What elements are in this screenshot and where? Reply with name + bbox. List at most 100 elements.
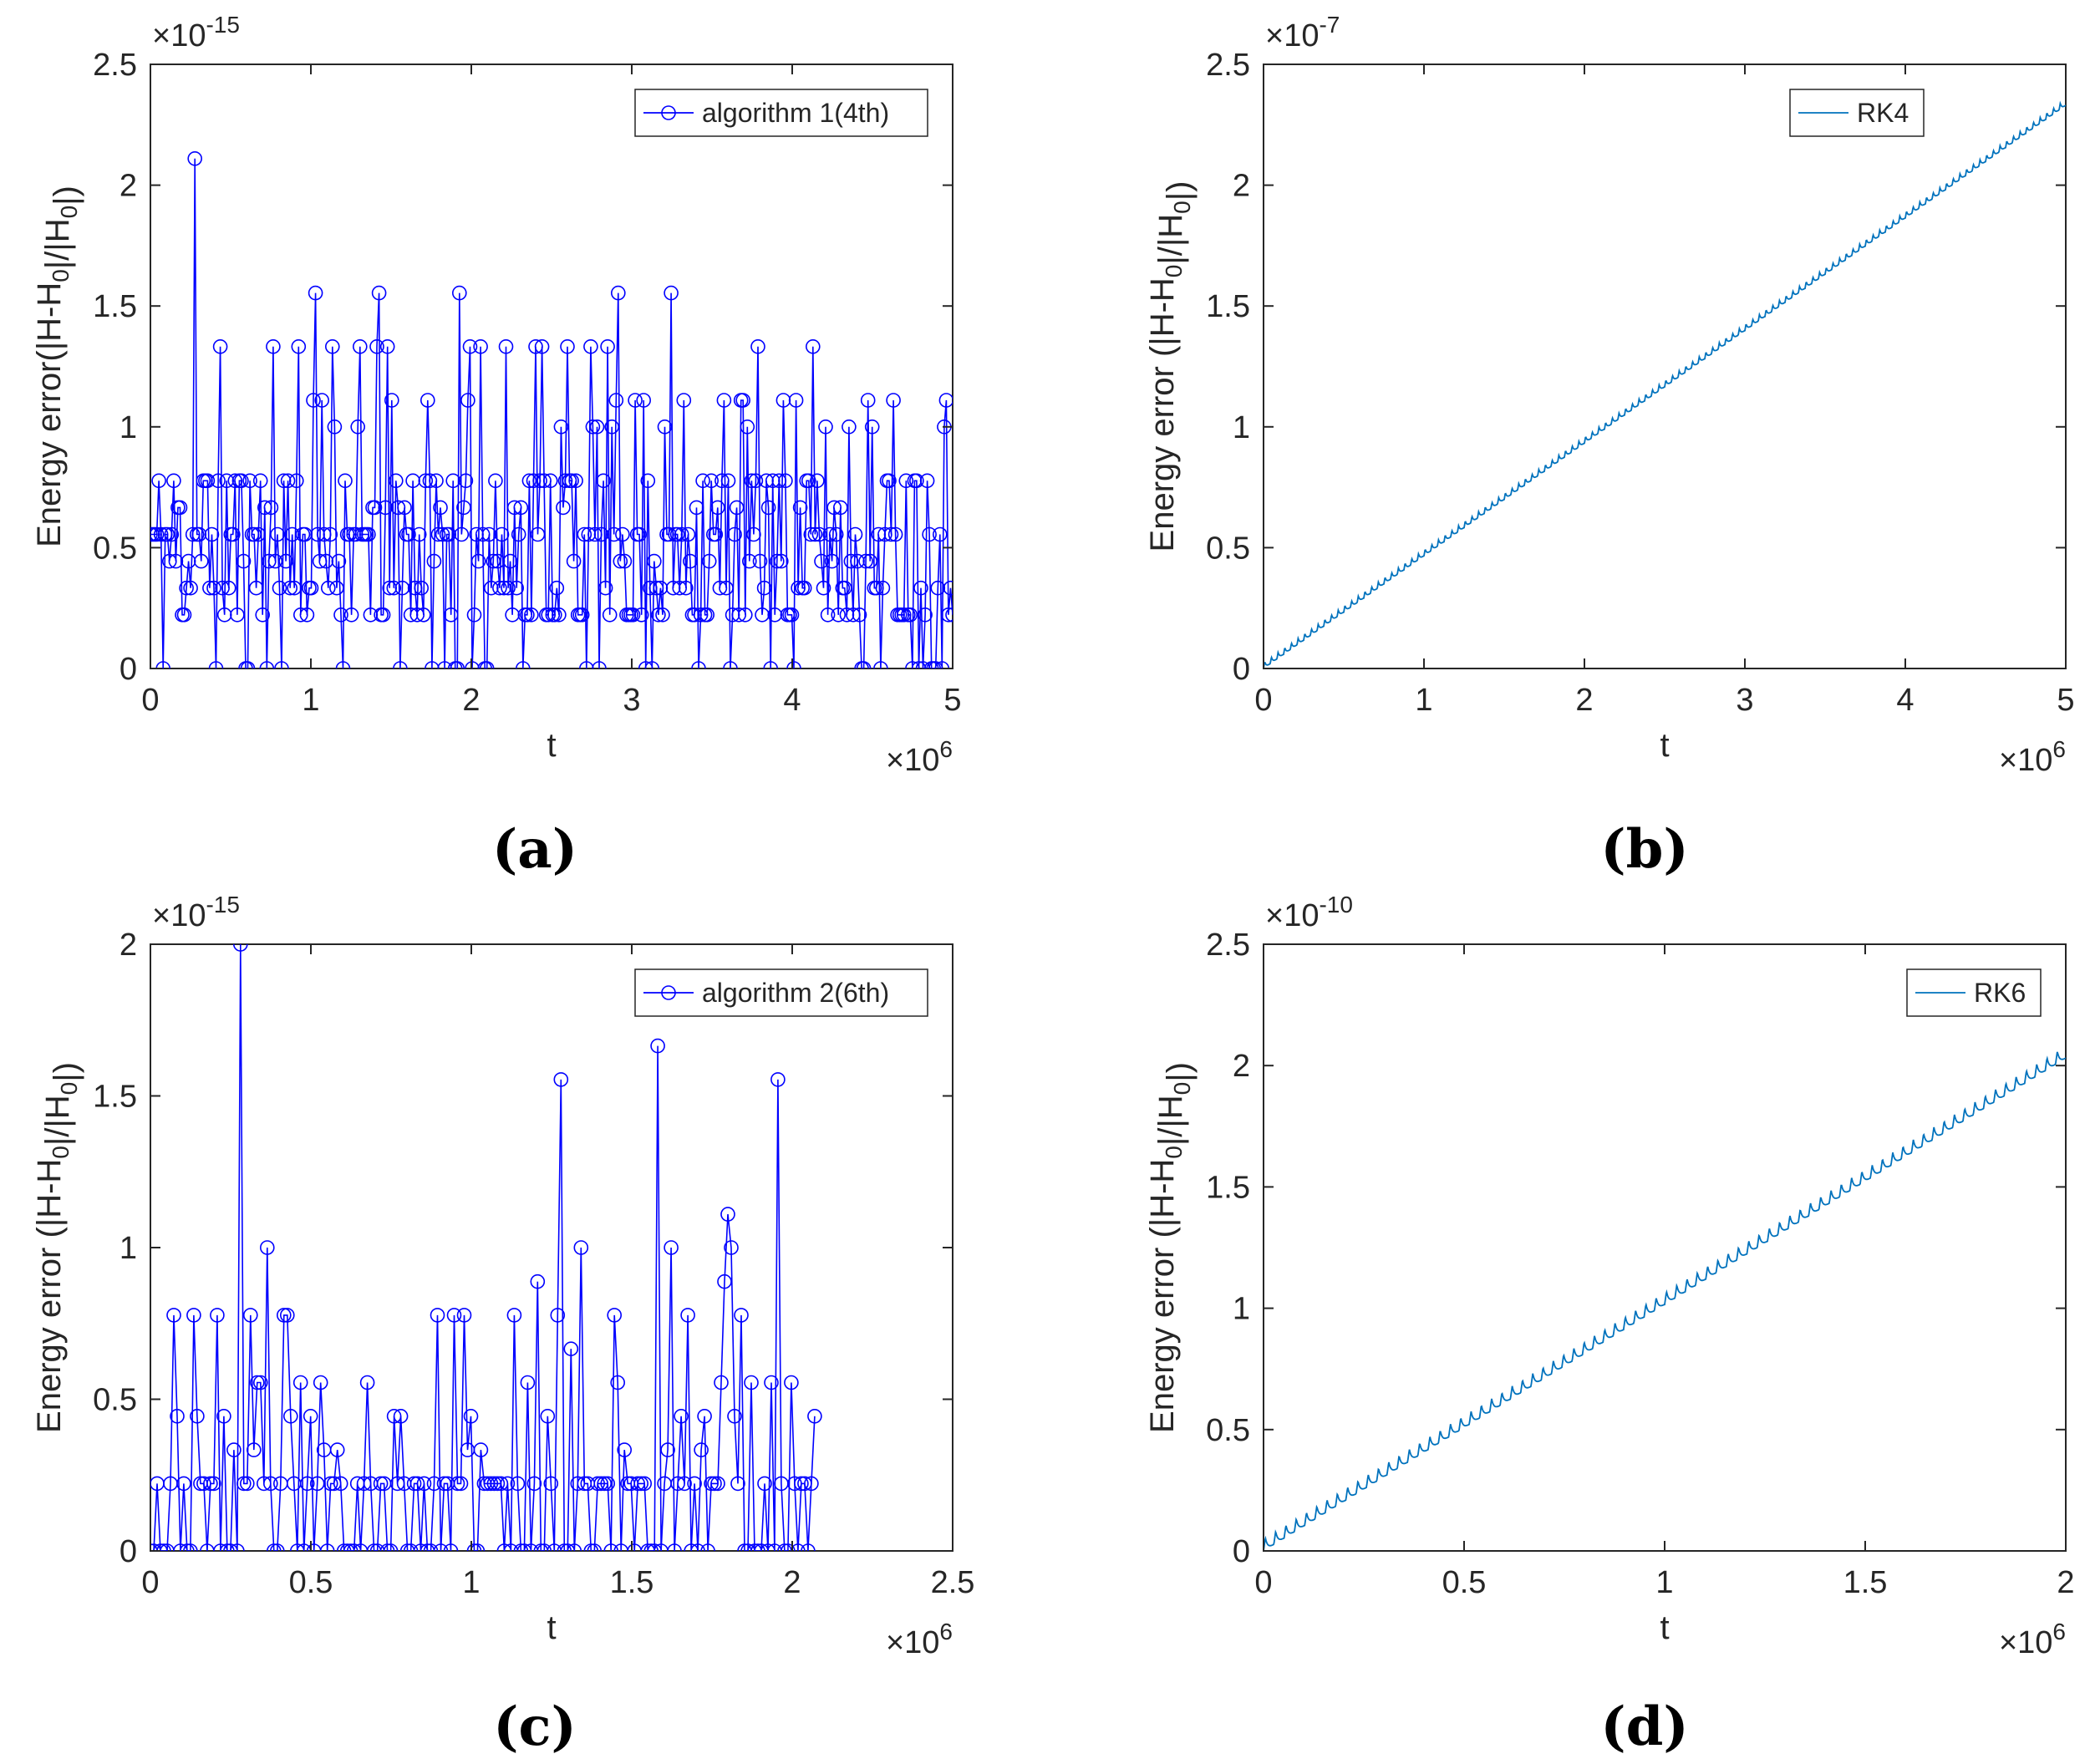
data-point	[655, 607, 670, 623]
data-point	[338, 473, 353, 489]
data-point	[388, 473, 404, 489]
data-point	[720, 473, 736, 489]
data-point	[323, 526, 338, 542]
data-point	[577, 526, 592, 542]
data-point	[787, 1476, 802, 1492]
data-point	[313, 1375, 328, 1390]
data-point	[279, 1308, 295, 1323]
data-point	[458, 473, 474, 489]
data-point	[230, 1543, 245, 1551]
data-point	[456, 500, 471, 516]
data-point	[642, 580, 658, 596]
data-point	[587, 526, 603, 542]
data-point	[369, 338, 384, 354]
x-tick-label: 1	[1655, 1565, 1673, 1600]
x-axis-label: t	[547, 1609, 556, 1646]
x-tick-label: 4	[1896, 683, 1914, 718]
data-point	[807, 1409, 822, 1424]
data-point	[316, 526, 332, 542]
data-point	[403, 1543, 419, 1551]
data-point	[826, 500, 842, 516]
data-point	[262, 1476, 278, 1492]
x-tick-label: 0	[141, 683, 159, 718]
data-point	[509, 580, 525, 596]
data-point	[773, 553, 789, 569]
data-point	[463, 1409, 479, 1424]
data-point	[221, 580, 236, 596]
data-point	[506, 1308, 522, 1323]
data-point	[520, 1375, 536, 1390]
x-tick-label: 2	[462, 683, 480, 718]
data-point	[206, 1476, 221, 1492]
data-point	[593, 1476, 609, 1492]
data-point	[466, 607, 482, 623]
data-point	[430, 526, 446, 542]
data-point	[777, 1543, 792, 1551]
x-tick-label: 2	[1575, 683, 1593, 718]
data-point	[694, 1442, 709, 1457]
data-point	[366, 1543, 382, 1551]
data-point	[378, 500, 394, 516]
y-axis-label: Energy error (|H-H0|/|H0|)	[31, 1062, 84, 1433]
chart-b: 0 1 2 3 4 5 0 0.5 1 1.5 2 2.5 t Energy error (|H-H0|/…	[1144, 12, 2075, 778]
data-point	[583, 338, 598, 354]
data-point	[292, 1375, 308, 1390]
data-point	[684, 1543, 699, 1551]
data-point	[456, 1308, 472, 1323]
data-point	[430, 1308, 445, 1323]
data-point	[386, 580, 402, 596]
data-point	[690, 1543, 705, 1551]
data-point	[162, 553, 177, 569]
data-point	[352, 338, 368, 354]
y-tick-label: 2	[120, 169, 137, 204]
y-tick-label: 2.5	[1206, 928, 1250, 963]
data-point	[651, 607, 666, 623]
data-point	[272, 580, 287, 596]
data-point	[905, 661, 920, 668]
data-point	[466, 1543, 482, 1551]
data-point	[176, 1476, 191, 1492]
data-point	[801, 1543, 816, 1551]
data-point	[526, 1476, 542, 1492]
data-point	[336, 1543, 352, 1551]
data-point	[433, 1543, 449, 1551]
data-point	[433, 500, 448, 516]
data-point	[731, 607, 747, 623]
data-point	[744, 473, 760, 489]
data-point	[714, 1375, 729, 1390]
data-point	[359, 1375, 375, 1390]
data-point	[701, 553, 717, 569]
data-point	[589, 419, 605, 435]
data-point	[680, 1308, 695, 1323]
data-point	[475, 526, 491, 542]
data-point	[393, 1409, 409, 1424]
data-point	[734, 1308, 749, 1323]
y-exponent-label: ×10-15	[152, 12, 240, 53]
data-point	[680, 526, 696, 542]
y-tick-label: 0.5	[93, 1383, 137, 1418]
data-point	[502, 553, 518, 569]
data-point	[382, 580, 398, 596]
x-axis-label: t	[547, 727, 556, 764]
data-point	[887, 526, 903, 542]
data-point	[882, 473, 897, 489]
data-point	[791, 1543, 806, 1551]
data-point	[429, 473, 444, 489]
data-point	[875, 580, 891, 596]
data-point	[636, 393, 652, 408]
data-point	[608, 393, 624, 408]
data-point	[719, 580, 734, 596]
data-point	[560, 1543, 576, 1551]
data-point	[379, 1543, 395, 1551]
data-point	[401, 526, 416, 542]
data-point	[822, 526, 837, 542]
y-axis-label: Energy error(|H-H0|/|H0|)	[31, 186, 84, 547]
data-point	[804, 1476, 819, 1492]
data-point	[292, 607, 308, 623]
data-point	[633, 1476, 649, 1492]
data-point	[667, 1543, 682, 1551]
data-point	[371, 285, 387, 301]
data-point	[943, 580, 953, 596]
data-point	[170, 1409, 185, 1424]
data-point	[727, 1409, 742, 1424]
